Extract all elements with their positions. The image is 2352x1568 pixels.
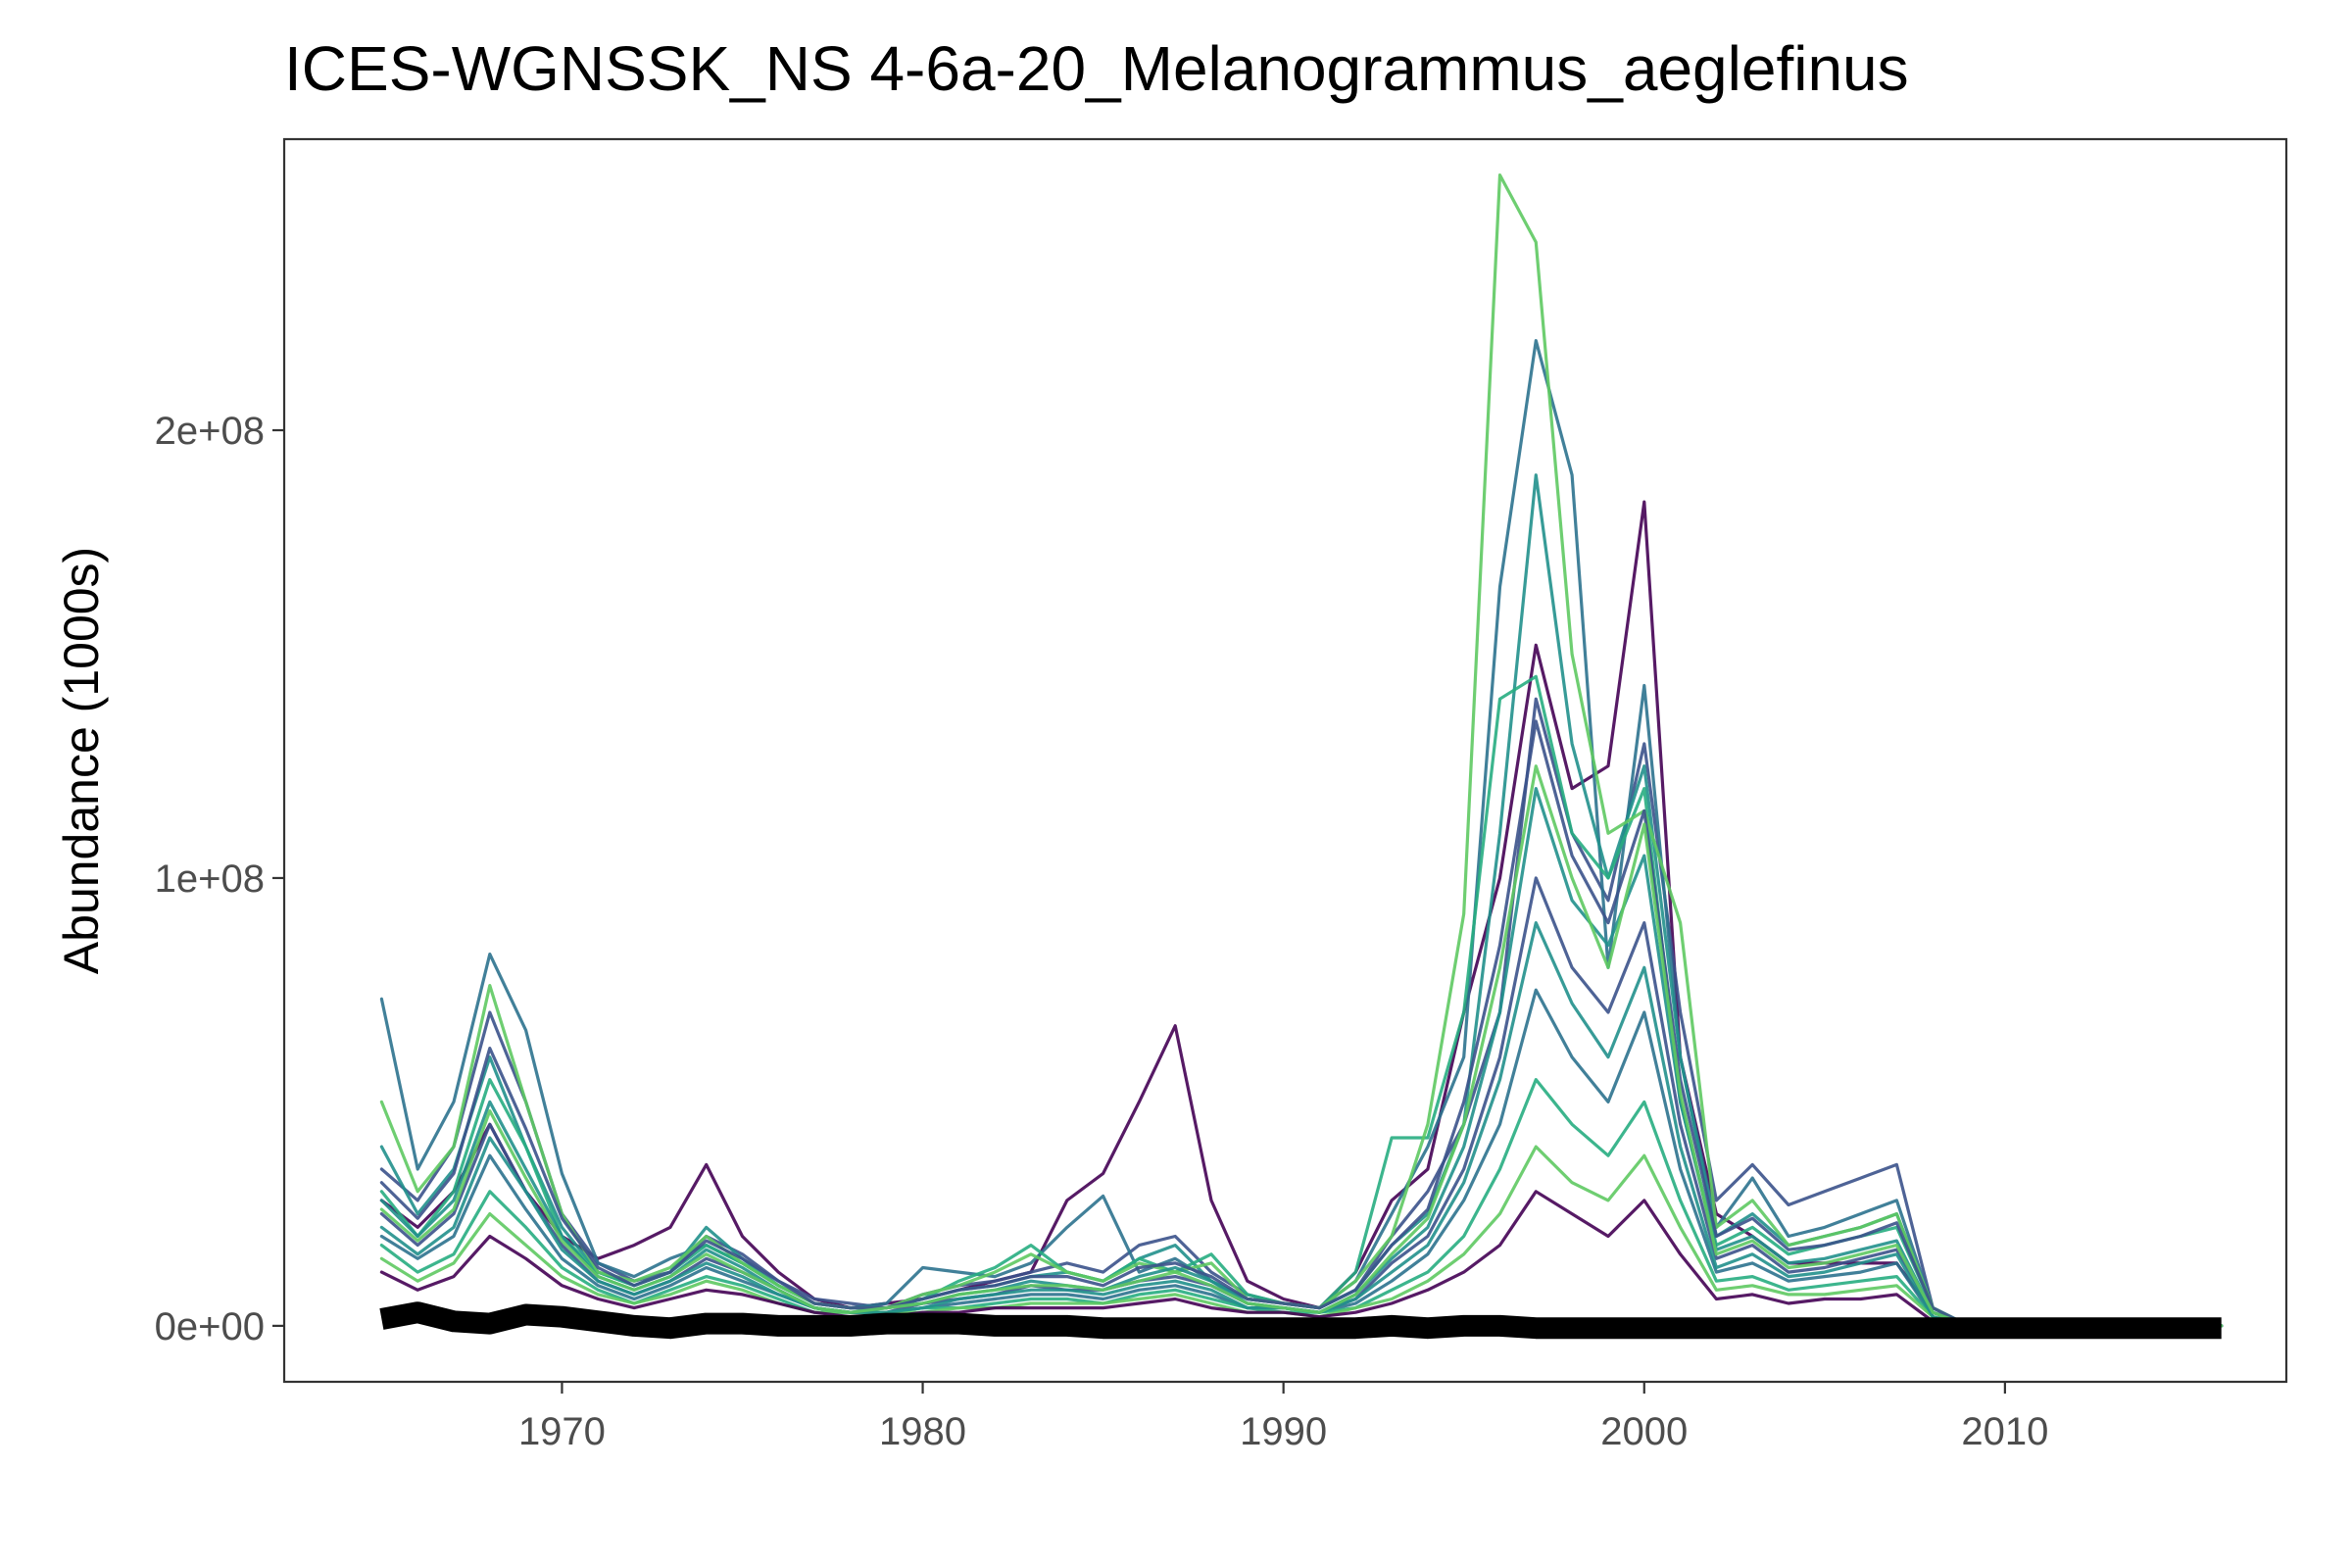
series-line-10 (379, 1078, 2224, 1328)
series-line-9 (379, 787, 2224, 1328)
series-line-11 (379, 1145, 2224, 1328)
baseline-series-line (379, 1301, 2222, 1340)
y-tick-label: 2e+08 (155, 410, 265, 453)
chart-title: ICES-WGNSSK_NS 4-6a-20_Melanogrammus_aeg… (284, 33, 1909, 104)
series-line-6 (379, 173, 2224, 1328)
x-tick-label: 1980 (879, 1410, 966, 1453)
series-line-15 (379, 764, 2224, 1328)
x-tick-label: 1970 (518, 1410, 606, 1453)
x-tick-label: 1990 (1240, 1410, 1327, 1453)
y-axis-title: Abundance (1000s) (54, 547, 109, 974)
y-tick-label: 1e+08 (155, 858, 265, 901)
series-line-13 (379, 719, 2224, 1328)
series-line-2 (379, 697, 2224, 1328)
x-tick-label: 2000 (1600, 1410, 1688, 1453)
axes-layer: 1970 1980 1990 2000 2010 0e+00 1e+08 2e+08 (155, 410, 2049, 1453)
series-line-5 (379, 674, 2224, 1328)
x-tick-label: 2010 (1961, 1410, 2048, 1453)
series-line-7 (379, 876, 2224, 1328)
series-line-12 (379, 1190, 2224, 1328)
series-line-4 (379, 473, 2224, 1328)
series-line-1 (379, 500, 2224, 1328)
plot-panel-border (282, 137, 2288, 1384)
y-tick-label: 0e+00 (155, 1305, 265, 1348)
series-layer (379, 173, 2224, 1340)
series-line-3 (379, 339, 2224, 1328)
